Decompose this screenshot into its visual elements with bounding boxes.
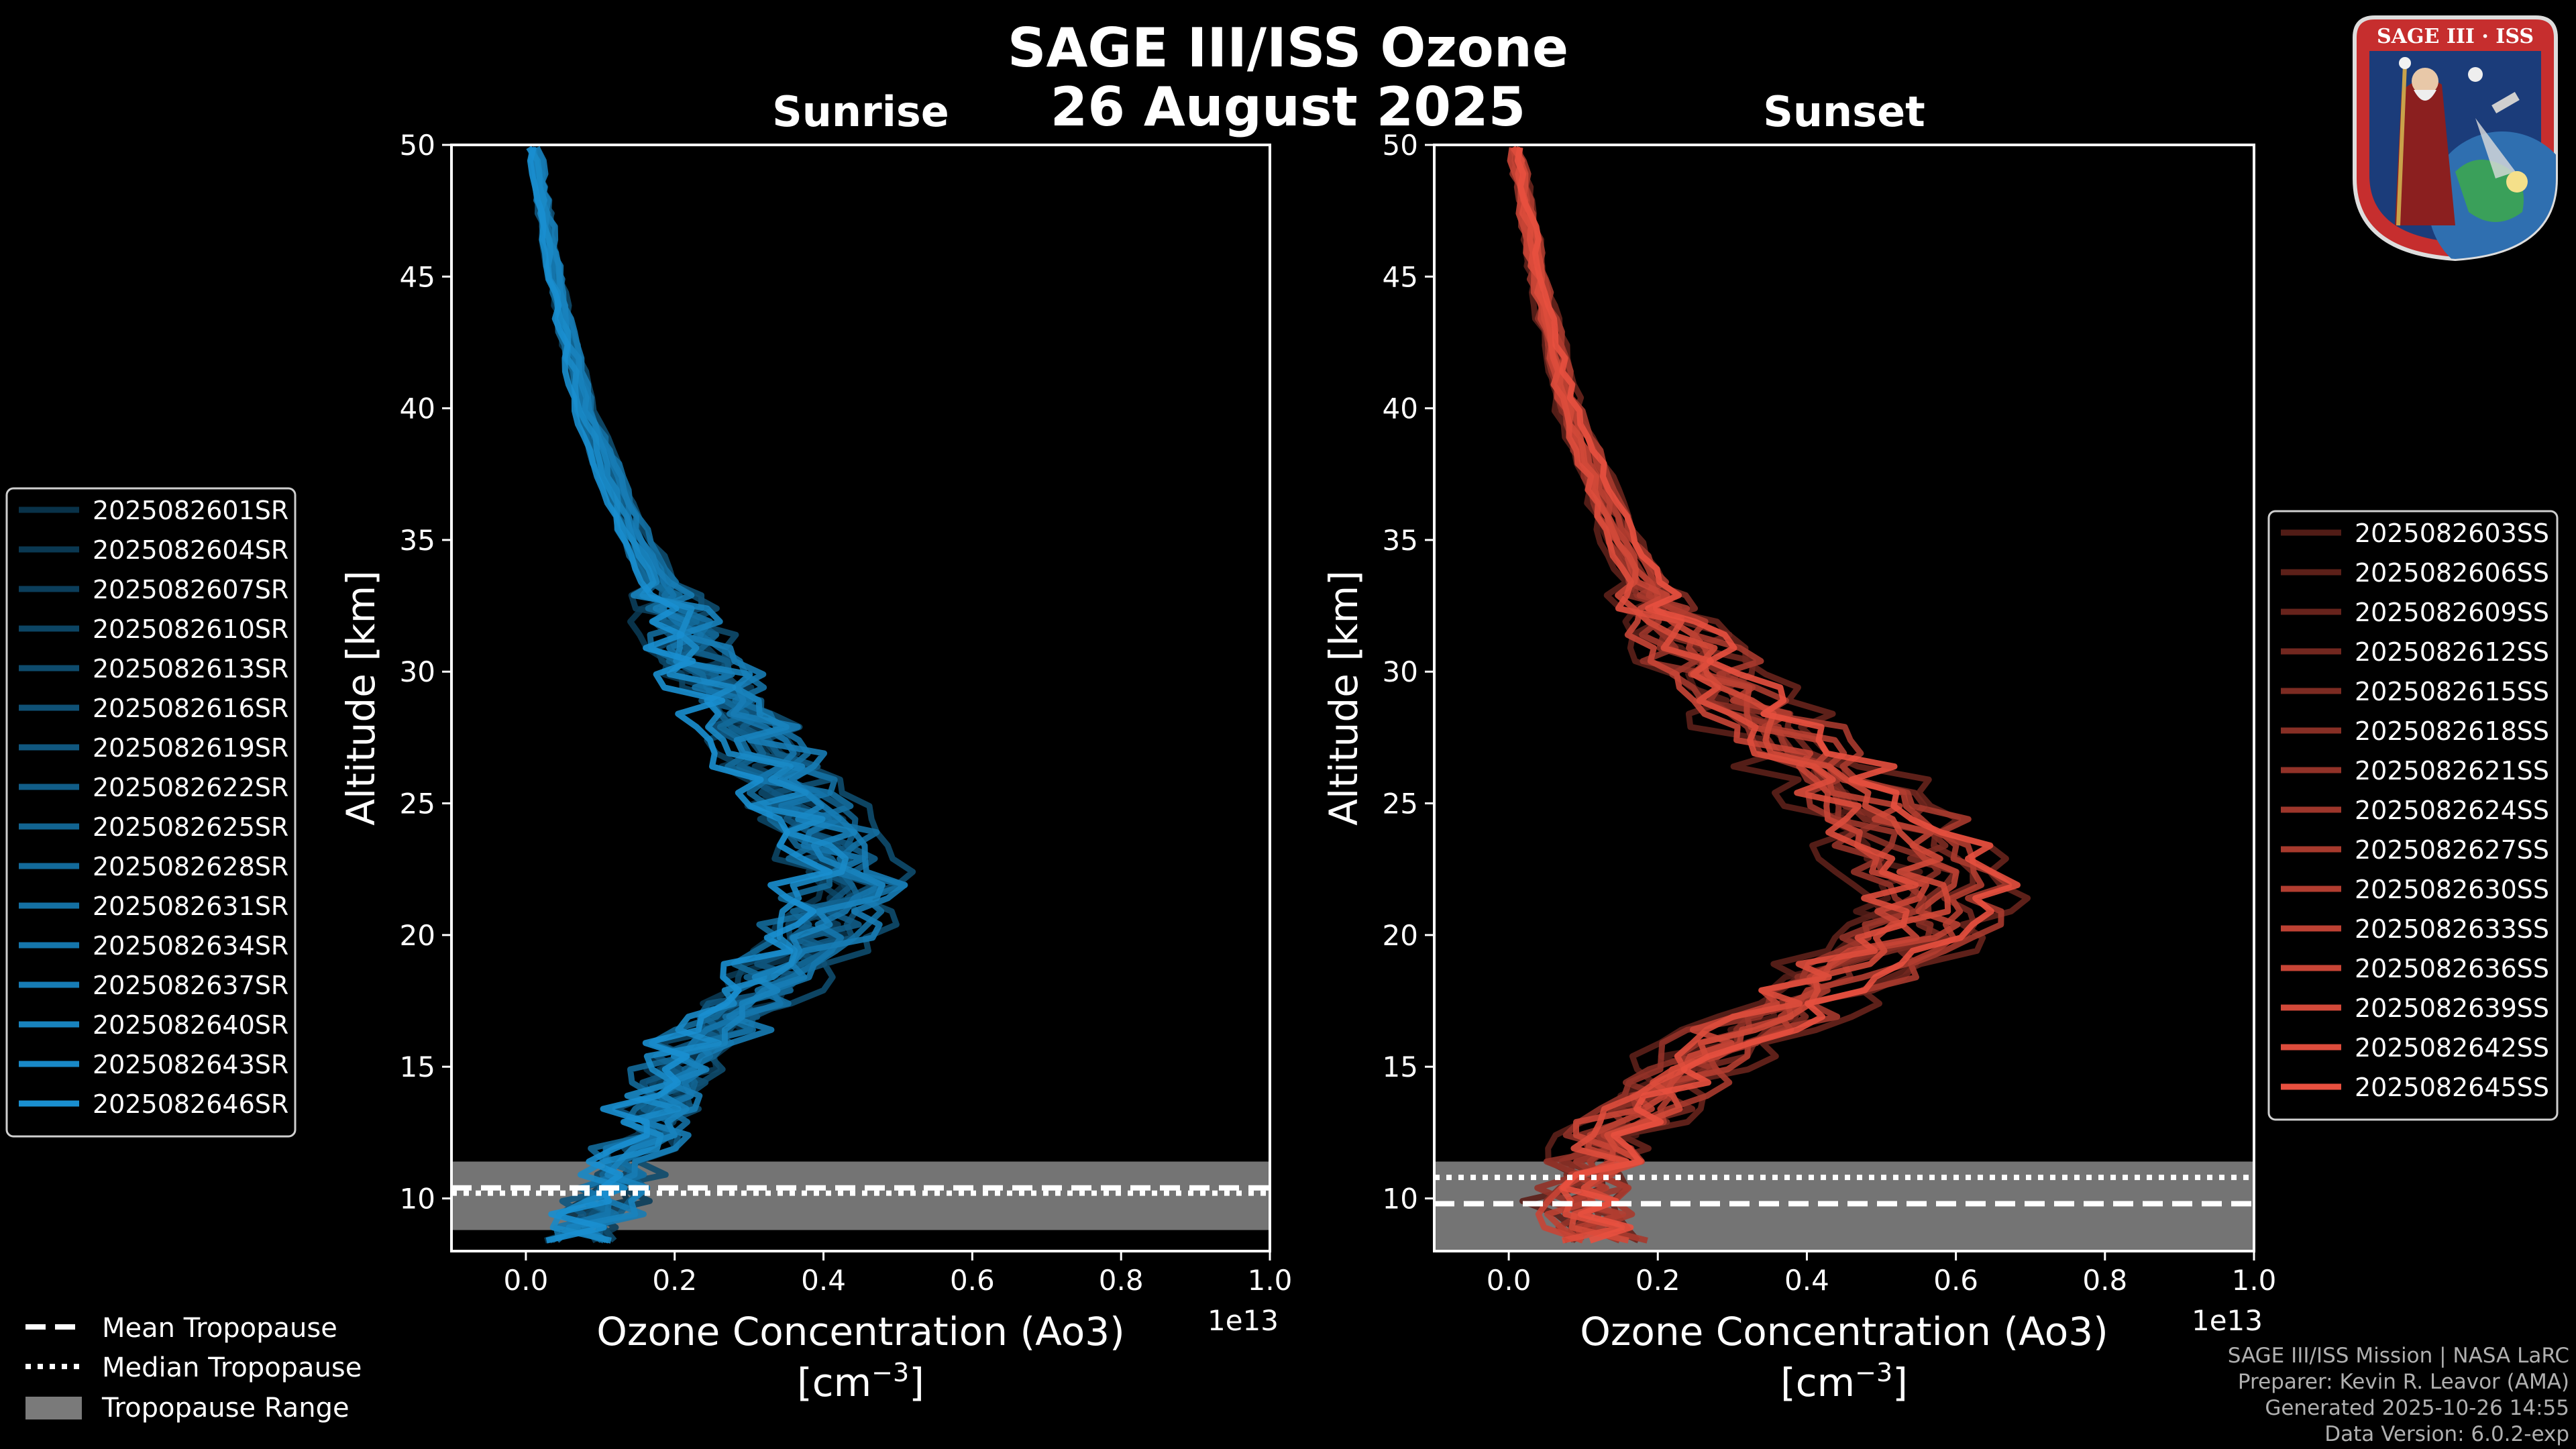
- sunset-ytick-label: 15: [1383, 1051, 1418, 1083]
- sunrise-profile-2025082637SR: [534, 146, 908, 1244]
- sunrise-legend-label: 2025082601SR: [93, 496, 288, 525]
- sunrise-legend-label: 2025082625SR: [93, 812, 288, 842]
- sunrise-profile-2025082643SR: [526, 146, 849, 1244]
- sunrise-ytick-label: 15: [400, 1051, 435, 1083]
- sunrise-ytick-label: 20: [400, 919, 435, 952]
- sunset-ytick-label: 10: [1383, 1182, 1418, 1215]
- sunset-ytick-label: 25: [1383, 788, 1418, 820]
- sunset-legend-label: 2025082636SS: [2355, 954, 2549, 983]
- sunset-ytick-label: 40: [1383, 392, 1418, 425]
- sunrise-xlabel: Ozone Concentration (Ao3): [596, 1309, 1125, 1354]
- sunset-legend-label: 2025082603SS: [2355, 519, 2549, 548]
- sunset-ytick-label: 50: [1383, 129, 1418, 162]
- bottom-legend-range-swatch: [25, 1397, 82, 1419]
- sunset-xtick-label: 0.8: [2082, 1264, 2127, 1297]
- sunset-legend-label: 2025082612SS: [2355, 637, 2549, 667]
- sunset-legend-label: 2025082642SS: [2355, 1033, 2549, 1063]
- mission-logo: SAGE III · ISS: [2341, 11, 2569, 264]
- sunrise-legend-label: 2025082613SR: [93, 654, 288, 684]
- sunset-xtick-label: 0.6: [1933, 1264, 1978, 1297]
- sunset-ytick-label: 35: [1383, 524, 1418, 557]
- bottom-legend-mean-label: Mean Tropopause: [102, 1313, 337, 1344]
- sunset-xtick-label: 0.2: [1635, 1264, 1680, 1297]
- sunrise-ylabel: Altitude [km]: [338, 570, 384, 825]
- sunrise-panel: 0.0 0.2 0.4 0.6 0.8 1.0 10 15 20 25 30 35 40 45 50 1e13…: [5, 87, 1293, 1405]
- logo-top-text: SAGE III · ISS: [2377, 25, 2534, 48]
- sunset-legend-label: 2025082621SS: [2355, 756, 2549, 786]
- sunset-ytick-label: 45: [1383, 260, 1418, 293]
- sunrise-x-scale-label: 1e13: [1208, 1304, 1279, 1337]
- sunrise-legend-label: 2025082616SR: [93, 694, 288, 723]
- sunset-axes-frame: [1433, 144, 2255, 1252]
- sunset-legend-label: 2025082633SS: [2355, 914, 2549, 944]
- sunrise-xtick-label: 0.8: [1099, 1264, 1144, 1297]
- sunrise-xtick-label: 1.0: [1248, 1264, 1293, 1297]
- sunset-legend-label: 2025082639SS: [2355, 994, 2549, 1023]
- sunset-profile-2025082639SS: [1513, 146, 1951, 1244]
- sunset-x-scale-label: 1e13: [2192, 1304, 2263, 1337]
- sunrise-ytick-label: 10: [400, 1182, 435, 1215]
- sunrise-ytick-label: 50: [400, 129, 435, 162]
- sunrise-legend-label: 2025082646SR: [93, 1089, 288, 1119]
- sunset-legend-label: 2025082645SS: [2355, 1073, 2549, 1102]
- credits-line-3: Generated 2025-10-26 14:55: [2265, 1396, 2569, 1420]
- sunset-legend-label: 2025082627SS: [2355, 835, 2549, 865]
- sunset-xlabel: Ozone Concentration (Ao3): [1580, 1309, 2108, 1354]
- sunrise-legend-label: 2025082604SR: [93, 535, 288, 565]
- sunset-xtick-label: 0.0: [1487, 1264, 1532, 1297]
- sunset-profile-2025082642SS: [1510, 146, 1919, 1244]
- sunset-ylabel: Altitude [km]: [1321, 570, 1366, 825]
- sunrise-legend-label: 2025082619SR: [93, 733, 288, 763]
- sunrise-legend-label: 2025082643SR: [93, 1050, 288, 1079]
- sunset-panel: 0.0 0.2 0.4 0.6 0.8 1.0 10 15 20 25 30 35 40 45 50 1e13…: [1321, 87, 2559, 1405]
- sunrise-xtick-label: 0.2: [652, 1264, 697, 1297]
- sunset-profile-2025082627SS: [1513, 146, 2012, 1244]
- sunset-legend-label: 2025082606SS: [2355, 558, 2549, 588]
- sunrise-xtick-label: 0.6: [950, 1264, 995, 1297]
- chart-title-line1: SAGE III/ISS Ozone: [1007, 17, 1569, 79]
- sunrise-legend-label: 2025082607SR: [93, 575, 288, 604]
- credits-line-2: Preparer: Kevin R. Leavor (AMA): [2237, 1370, 2569, 1394]
- sunrise-legend-label: 2025082634SR: [93, 931, 288, 961]
- credits-line-4: Data Version: 6.0.2-exp: [2324, 1422, 2569, 1446]
- sunset-legend-label: 2025082624SS: [2355, 796, 2549, 825]
- sunrise-legend-box: [5, 487, 297, 1138]
- sunrise-ytick-label: 25: [400, 788, 435, 820]
- sunrise-ytick-label: 45: [400, 260, 435, 293]
- bottom-legend-range-label: Tropopause Range: [101, 1393, 350, 1424]
- sunrise-xlabel-units: [cm−3]: [797, 1358, 924, 1405]
- sunrise-axes-frame: [450, 144, 1271, 1252]
- sunrise-legend-label: 2025082640SR: [93, 1010, 288, 1040]
- credits-line-1: SAGE III/ISS Mission | NASA LaRC: [2227, 1344, 2569, 1368]
- sunset-profile-2025082645SS: [1514, 147, 2021, 1244]
- sunset-legend-label: 2025082615SS: [2355, 677, 2549, 706]
- sunrise-legend-label: 2025082610SR: [93, 614, 288, 644]
- sunrise-ytick-label: 40: [400, 392, 435, 425]
- sunset-legend-label: 2025082618SS: [2355, 716, 2549, 746]
- sunset-xtick-label: 0.4: [1784, 1264, 1829, 1297]
- sunrise-ytick-label: 35: [400, 524, 435, 557]
- credits-block: SAGE III/ISS Mission | NASA LaRC Prepare…: [2228, 1343, 2569, 1448]
- sunrise-ytick-label: 30: [400, 655, 435, 688]
- sunrise-xtick-label: 0.4: [801, 1264, 846, 1297]
- sunrise-xtick-label: 0.0: [504, 1264, 549, 1297]
- sunrise-legend-label: 2025082631SR: [93, 892, 288, 921]
- sunrise-title: Sunrise: [772, 87, 949, 136]
- sunset-xlabel-units: [cm−3]: [1780, 1358, 1908, 1405]
- bottom-legend-median-label: Median Tropopause: [102, 1352, 362, 1383]
- sunrise-profile-2025082646SR: [527, 146, 833, 1244]
- sunrise-legend-label: 2025082628SR: [93, 852, 288, 881]
- sunset-ytick-label: 30: [1383, 655, 1418, 688]
- sunrise-legend-label: 2025082622SR: [93, 773, 288, 802]
- sunset-xtick-label: 1.0: [2232, 1264, 2277, 1297]
- sunset-legend-label: 2025082630SS: [2355, 875, 2549, 904]
- chart-title-line2: 26 August 2025: [1050, 76, 1526, 138]
- sunset-title: Sunset: [1763, 87, 1925, 136]
- sunrise-legend-label: 2025082637SR: [93, 971, 288, 1000]
- sunset-legend-label: 2025082609SS: [2355, 598, 2549, 627]
- sunset-ytick-label: 20: [1383, 919, 1418, 952]
